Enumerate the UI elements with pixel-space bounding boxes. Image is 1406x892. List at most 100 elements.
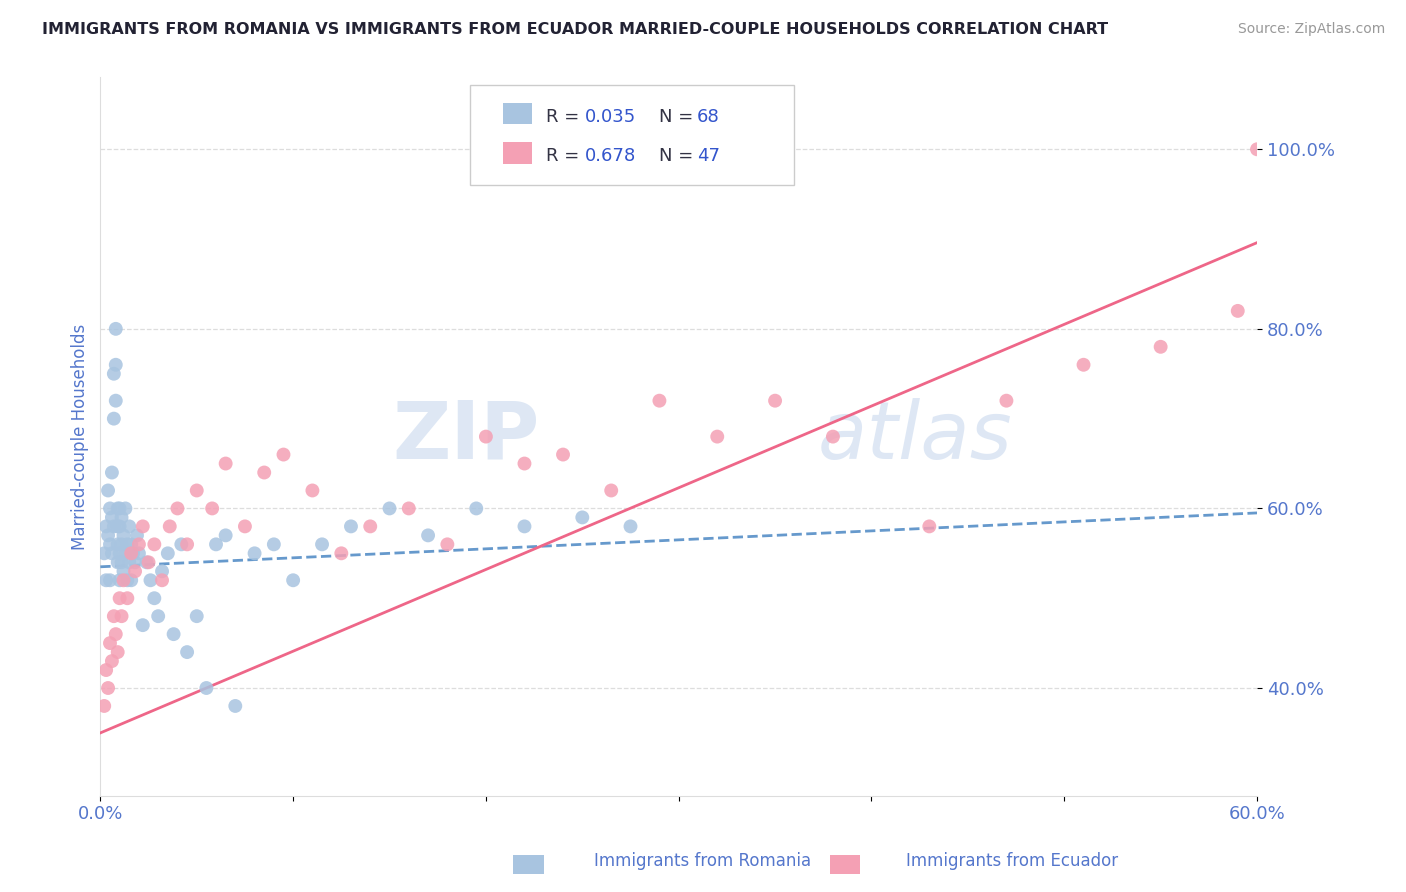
Point xyxy=(416,528,439,542)
Point xyxy=(205,537,228,551)
Point xyxy=(101,654,124,668)
Point xyxy=(110,609,132,624)
Point xyxy=(110,537,132,551)
Point xyxy=(132,618,155,632)
Point xyxy=(101,466,124,480)
Point xyxy=(108,574,131,588)
Point xyxy=(120,537,142,551)
Point xyxy=(330,546,353,560)
Point xyxy=(135,555,157,569)
Text: 0.678: 0.678 xyxy=(585,147,637,165)
Text: R =: R = xyxy=(546,108,585,126)
Point xyxy=(93,698,115,713)
Point xyxy=(263,537,285,551)
Point xyxy=(150,564,173,578)
Point xyxy=(201,501,224,516)
Point xyxy=(138,555,160,569)
Point xyxy=(1073,358,1095,372)
Point xyxy=(619,519,641,533)
Point xyxy=(243,546,266,560)
Point xyxy=(107,501,129,516)
Point xyxy=(117,574,139,588)
Point xyxy=(398,501,420,516)
Point xyxy=(378,501,401,516)
Point xyxy=(465,501,488,516)
Point xyxy=(112,564,135,578)
Point xyxy=(104,393,127,408)
Point xyxy=(117,591,139,606)
Point xyxy=(94,519,117,533)
Point xyxy=(475,429,498,443)
Point xyxy=(148,609,170,624)
Point xyxy=(1149,340,1171,354)
Point xyxy=(94,574,117,588)
Text: 68: 68 xyxy=(697,108,720,126)
Point xyxy=(107,555,129,569)
Point xyxy=(108,591,131,606)
Point xyxy=(995,393,1018,408)
Point xyxy=(108,501,131,516)
Point xyxy=(107,537,129,551)
Point xyxy=(125,528,148,542)
Point xyxy=(186,483,208,498)
Point xyxy=(156,546,179,560)
Y-axis label: Married-couple Households: Married-couple Households xyxy=(72,324,89,549)
Point xyxy=(359,519,381,533)
Point xyxy=(108,546,131,560)
Point xyxy=(103,367,125,381)
Point xyxy=(706,429,728,443)
Point xyxy=(176,645,198,659)
Point xyxy=(214,457,236,471)
Text: 47: 47 xyxy=(697,147,720,165)
Point xyxy=(104,627,127,641)
Point xyxy=(108,519,131,533)
Point xyxy=(101,510,124,524)
Point xyxy=(114,546,136,560)
Point xyxy=(170,537,193,551)
Point xyxy=(273,448,295,462)
Point xyxy=(103,519,125,533)
Point xyxy=(186,609,208,624)
Point xyxy=(128,546,150,560)
Point xyxy=(114,501,136,516)
Point xyxy=(1246,142,1268,156)
Point xyxy=(118,555,141,569)
Point xyxy=(112,528,135,542)
Point xyxy=(143,591,166,606)
Point xyxy=(103,609,125,624)
Point xyxy=(233,519,256,533)
Point xyxy=(513,457,536,471)
Point xyxy=(107,519,129,533)
Text: atlas: atlas xyxy=(817,398,1012,475)
FancyBboxPatch shape xyxy=(503,142,531,163)
Point xyxy=(176,537,198,551)
Point xyxy=(513,519,536,533)
Point xyxy=(98,501,121,516)
Point xyxy=(763,393,786,408)
Point xyxy=(128,537,150,551)
Point xyxy=(159,519,181,533)
Text: R =: R = xyxy=(546,147,585,165)
Point xyxy=(117,537,139,551)
Point xyxy=(120,574,142,588)
Point xyxy=(551,448,574,462)
Point xyxy=(110,555,132,569)
Point xyxy=(214,528,236,542)
Point xyxy=(340,519,363,533)
Point xyxy=(124,555,146,569)
Text: IMMIGRANTS FROM ROMANIA VS IMMIGRANTS FROM ECUADOR MARRIED-COUPLE HOUSEHOLDS COR: IMMIGRANTS FROM ROMANIA VS IMMIGRANTS FR… xyxy=(42,22,1108,37)
Point xyxy=(918,519,941,533)
Point xyxy=(166,501,188,516)
Point xyxy=(821,429,844,443)
Text: N =: N = xyxy=(659,147,699,165)
Text: 0.035: 0.035 xyxy=(585,108,637,126)
Point xyxy=(162,627,184,641)
Point xyxy=(118,519,141,533)
Point xyxy=(195,681,218,695)
Text: Immigrants from Romania: Immigrants from Romania xyxy=(595,852,811,870)
Point xyxy=(571,510,593,524)
Point xyxy=(94,663,117,677)
Point xyxy=(98,537,121,551)
Point xyxy=(103,411,125,425)
Point xyxy=(301,483,323,498)
